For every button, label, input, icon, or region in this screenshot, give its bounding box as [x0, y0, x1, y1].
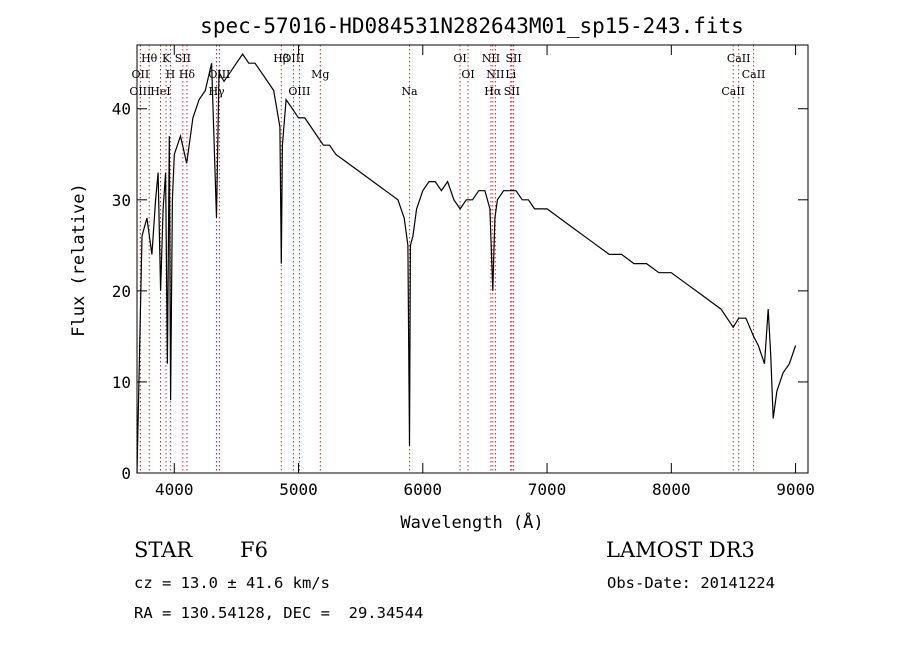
line-label: OII — [131, 68, 149, 81]
line-label: Hγ — [208, 85, 225, 98]
chart-title: spec-57016-HD084531N282643M01_sp15-243.f… — [200, 14, 744, 38]
x-axis-label: Wavelength (Å) — [400, 511, 543, 533]
object-subclass: F6 — [240, 538, 268, 562]
line-label: SII — [506, 52, 522, 65]
line-label: OI — [453, 52, 466, 65]
y-tick-label: 10 — [112, 373, 131, 392]
line-label: CaII — [721, 85, 745, 98]
line-label: Mg — [311, 68, 329, 81]
line-label: Hθ — [141, 52, 158, 65]
spectral-line-labels: HθOIIOIIIKHHeISIIHδHγHβOIIIOIIIOIIIMgNaO… — [129, 52, 765, 98]
y-axis-label: Flux (relative) — [69, 183, 89, 337]
line-label: Hδ — [179, 68, 196, 81]
x-tick-label: 4000 — [155, 480, 194, 499]
x-tick-label: 6000 — [404, 480, 443, 499]
survey-name: LAMOST DR3 — [606, 538, 755, 562]
line-label: NII — [482, 52, 500, 65]
axis-ticks: 4000 5000 6000 7000 8000 9000 0 10 20 30 40 — [112, 45, 815, 499]
line-label: HeI — [150, 85, 170, 98]
y-tick-label: 30 — [112, 191, 131, 210]
line-label: OI — [461, 68, 474, 81]
x-tick-label: 5000 — [279, 480, 318, 499]
line-label: Na — [401, 85, 418, 98]
y-tick-label: 0 — [121, 464, 131, 483]
line-label: CaII — [742, 68, 766, 81]
line-label: OIII — [282, 52, 304, 65]
line-label: Li — [505, 68, 516, 81]
line-label: K — [162, 52, 171, 65]
line-label: SII — [504, 85, 520, 98]
object-class: STAR — [134, 538, 193, 562]
x-tick-label: 8000 — [652, 480, 691, 499]
line-label: Hβ — [273, 52, 289, 65]
x-tick-label: 9000 — [776, 480, 815, 499]
coordinates: RA = 130.54128, DEC = 29.34544 — [134, 604, 424, 622]
redshift-velocity: cz = 13.0 ± 41.6 km/s — [134, 574, 330, 592]
line-label: H — [166, 68, 176, 81]
line-label: NII — [486, 68, 504, 81]
spectrum-line — [136, 53, 797, 474]
line-label: OIII — [129, 85, 151, 98]
plot-frame — [136, 44, 809, 474]
observation-date: Obs-Date: 20141224 — [607, 574, 775, 592]
y-tick-label: 20 — [112, 282, 131, 301]
line-label: OIII — [288, 85, 310, 98]
spectral-line-markers — [139, 45, 755, 473]
y-tick-label: 40 — [112, 100, 131, 119]
line-label: SII — [175, 52, 191, 65]
line-label: Hα — [484, 85, 502, 98]
x-tick-label: 7000 — [528, 480, 567, 499]
line-label: CaII — [727, 52, 751, 65]
